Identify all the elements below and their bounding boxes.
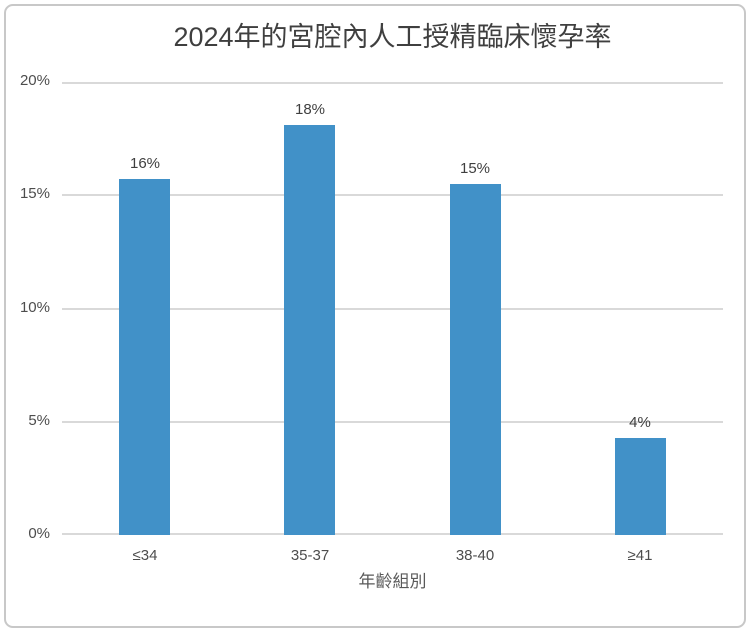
data-label: 15% xyxy=(459,160,491,177)
x-category-label: ≤34 xyxy=(132,547,158,564)
gridline xyxy=(62,82,723,84)
gridline xyxy=(62,420,723,423)
bar-35-37 xyxy=(284,125,335,535)
bar-≥41 xyxy=(615,438,666,535)
bar-38-40 xyxy=(450,184,501,535)
x-category-label: 38-40 xyxy=(455,547,495,564)
y-tick-label: 20% xyxy=(19,72,50,89)
data-label: 16% xyxy=(129,155,161,172)
x-category-label: ≥41 xyxy=(627,547,653,564)
data-label: 18% xyxy=(294,101,326,118)
y-tick-label: 5% xyxy=(28,411,50,429)
gridline xyxy=(62,533,723,535)
x-category-label: 35-37 xyxy=(290,547,330,564)
gridline xyxy=(62,194,723,197)
gridline xyxy=(62,307,723,310)
chart-title: 2024年的宮腔內人工授精臨床懷孕率 xyxy=(173,22,612,52)
x-axis-title: 年齡組別 xyxy=(358,572,427,591)
bar-≤34 xyxy=(119,179,170,535)
y-tick-label: 15% xyxy=(19,185,50,203)
y-tick-label: 0% xyxy=(28,525,50,542)
data-label: 4% xyxy=(629,414,651,431)
y-tick-label: 10% xyxy=(19,298,50,316)
plot-area: 16% 18% 15% 4% xyxy=(62,82,723,535)
